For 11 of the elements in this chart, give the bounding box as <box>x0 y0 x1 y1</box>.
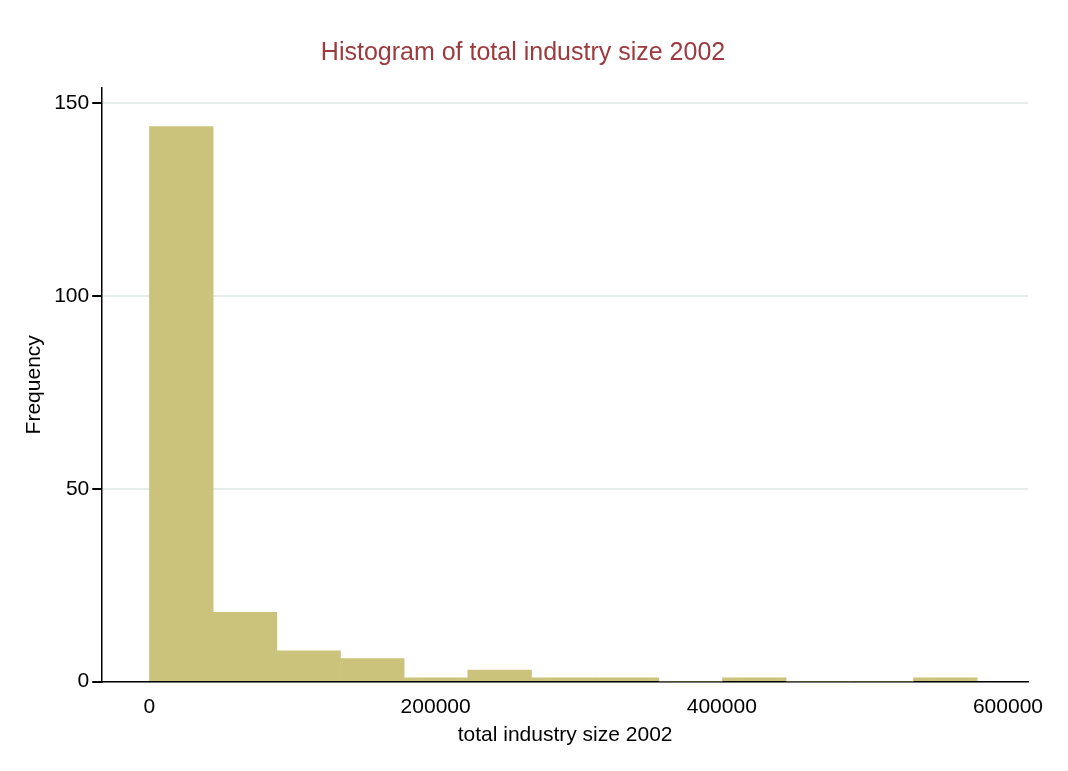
x-tick-label: 600000 <box>972 694 1044 717</box>
x-tick-label: 0 <box>143 694 156 717</box>
y-tick-label: 100 <box>54 282 90 306</box>
x-tick-label: 200000 <box>400 694 471 717</box>
y-tick-label: 0 <box>77 668 90 692</box>
x-axis-title: total industry size 2002 <box>457 722 673 746</box>
x-tick-label: 400000 <box>686 694 757 717</box>
chart-title: Histogram of total industry size 2002 <box>320 36 726 65</box>
y-axis-title: Frequency <box>21 334 45 435</box>
y-tick-label: 50 <box>65 475 90 499</box>
y-tick-label: 150 <box>54 90 90 114</box>
